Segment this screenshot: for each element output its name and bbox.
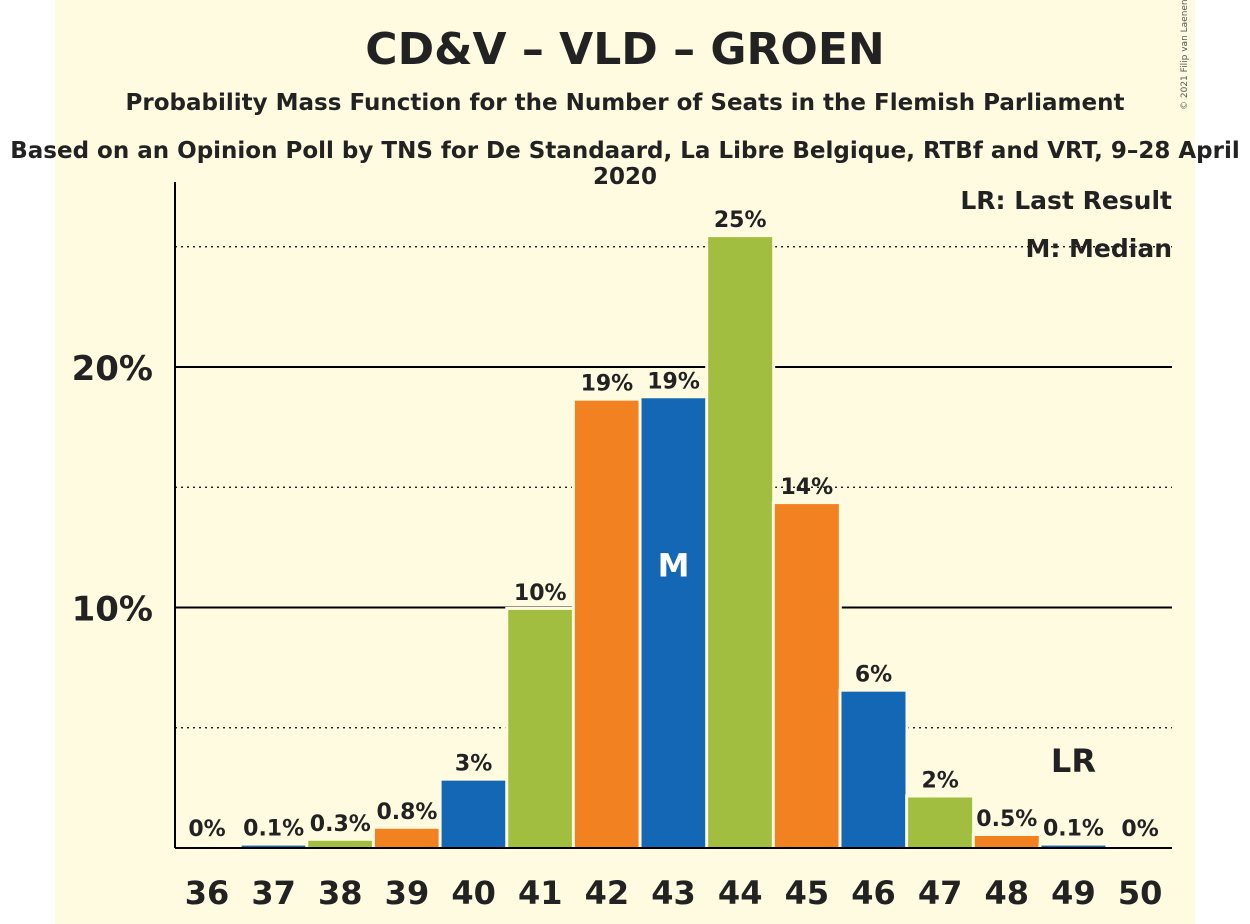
x-tick-label: 38 [318,874,363,912]
y-tick-label: 10% [72,590,153,630]
x-tick-label: 41 [518,874,563,912]
value-label: 19% [581,372,634,397]
value-label: 25% [714,208,767,233]
bar [241,845,306,848]
x-tick-label: 48 [985,874,1030,912]
median-marker: M [658,547,690,585]
bar [441,780,506,848]
x-tick-label: 46 [851,874,896,912]
bar [374,828,439,848]
bar [908,797,973,848]
value-label: 19% [647,369,700,394]
bar [708,237,773,848]
y-tick-label: 20% [72,349,153,389]
value-label: 0.1% [1043,817,1104,842]
x-tick-label: 43 [651,874,696,912]
value-label: 0.5% [976,807,1037,832]
x-tick-labels: 36 37 38 39 40 41 42 43 44 45 46 47 48 49 50 [185,874,1163,912]
x-tick-label: 40 [451,874,496,912]
bar [308,840,373,848]
value-label: 14% [781,475,834,500]
value-label: 6% [855,663,892,688]
x-tick-label: 37 [251,874,296,912]
bar [841,691,906,848]
x-tick-label: 36 [185,874,230,912]
chart-title: CD&V – VLD – GROEN [365,24,885,75]
legend-last-result: LR: Last Result [960,186,1172,215]
y-tick-labels: 10% 20% [72,349,153,630]
bar [774,504,839,848]
bar [508,609,573,848]
x-tick-label: 44 [718,874,763,912]
value-label: 2% [921,768,958,793]
bar-halo [1038,842,1109,848]
x-tick-label: 50 [1118,874,1163,912]
x-tick-label: 49 [1051,874,1096,912]
chart-source: Based on an Opinion Poll by TNS for De S… [10,138,1240,190]
x-tick-label: 39 [385,874,430,912]
bar [574,400,639,848]
last-result-marker: LR [1051,742,1096,780]
x-tick-label: 45 [785,874,830,912]
bars [238,234,1109,848]
chart-subtitle: Probability Mass Function for the Number… [125,90,1125,116]
x-tick-label: 47 [918,874,963,912]
bar [1041,845,1106,848]
value-labels: 0% 0.1% 0.3% 0.8%3%10%19% 19%M25%14%6%2%0.5%… [188,208,1158,842]
x-tick-label: 42 [585,874,630,912]
legend-median: M: Median [1025,234,1172,263]
value-label: 0.3% [310,812,371,837]
value-label: 0.1% [243,817,304,842]
value-label: 0% [188,817,225,842]
value-label: 0.8% [376,800,437,825]
value-label: 3% [455,752,492,777]
value-label: 10% [514,581,567,606]
value-label: 0% [1121,817,1158,842]
bar-halo [238,842,309,848]
bar [641,398,706,848]
bar [974,835,1039,848]
